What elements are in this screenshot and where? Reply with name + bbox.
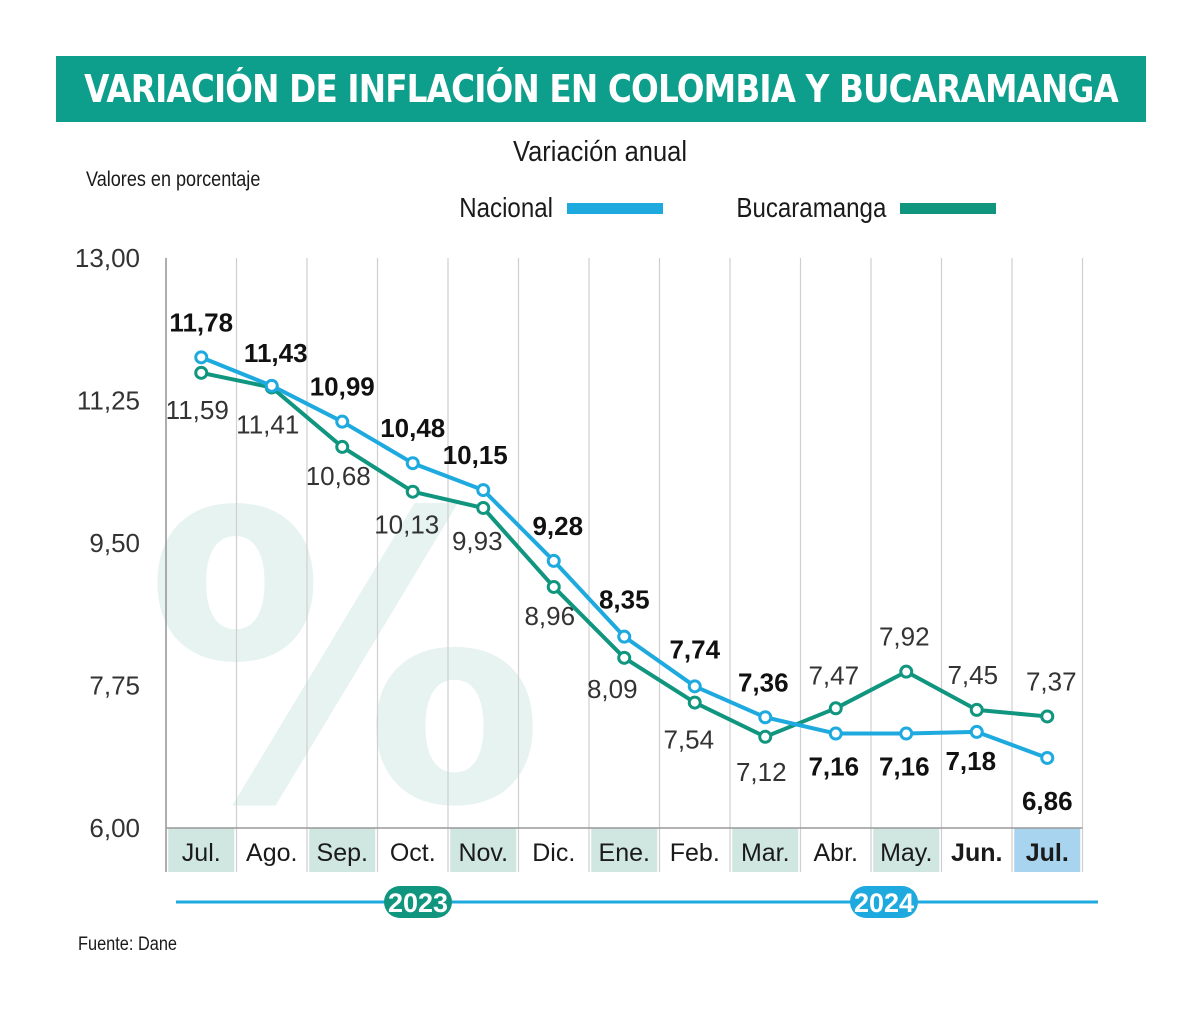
legend-bucaramanga: Bucaramanga	[712, 192, 997, 224]
nacional-point	[969, 724, 984, 739]
nacional-point	[687, 679, 702, 694]
month-label: Mar.	[741, 839, 790, 867]
month-label: Oct.	[390, 839, 436, 867]
bucaramanga-point	[758, 729, 773, 744]
nacional-point	[194, 350, 209, 365]
bucaramanga-data-label: 8,09	[587, 674, 638, 704]
bucaramanga-data-label: 7,37	[1026, 666, 1077, 696]
bucaramanga-point	[546, 579, 561, 594]
percent-watermark: %	[145, 430, 546, 895]
nacional-data-label: 10,48	[380, 413, 445, 443]
bucaramanga-point	[335, 439, 350, 454]
bucaramanga-point	[617, 650, 632, 665]
month-label: Nov.	[458, 839, 508, 867]
nacional-data-label: 8,35	[599, 585, 650, 615]
nacional-point	[546, 553, 561, 568]
y-tick-label: 11,25	[77, 386, 140, 416]
nacional-data-label: 7,16	[879, 752, 930, 782]
nacional-data-label: 7,36	[738, 667, 789, 697]
nacional-point	[828, 726, 843, 741]
month-label: Feb.	[670, 839, 720, 867]
y-axis-label: Valores en porcentaje	[86, 168, 261, 191]
month-band	[732, 828, 799, 872]
bucaramanga-point	[405, 484, 420, 499]
y-tick-label: 9,50	[89, 528, 140, 558]
y-tick-label: 6,00	[89, 813, 140, 843]
nacional-data-label: 7,16	[808, 752, 859, 782]
month-label: Sep.	[317, 839, 368, 867]
nacional-point	[264, 378, 279, 393]
bucaramanga-data-label: 9,93	[452, 526, 503, 556]
bucaramanga-data-label: 7,92	[879, 622, 930, 652]
chart-title: VARIACIÓN DE INFLACIÓN EN COLOMBIA Y BUC…	[84, 67, 1119, 111]
bucaramanga-data-label: 8,96	[524, 601, 575, 631]
nacional-point	[476, 483, 491, 498]
month-band	[873, 828, 940, 872]
nacional-data-label: 10,15	[443, 440, 508, 470]
legend-nacional-label: Nacional	[459, 192, 553, 223]
month-band	[168, 828, 235, 872]
year-label: 2023	[388, 888, 448, 918]
month-band	[450, 828, 517, 872]
nacional-data-label: 9,28	[532, 511, 583, 541]
bucaramanga-point	[899, 664, 914, 679]
month-label: Jun.	[951, 839, 1002, 867]
y-tick-label: 13,00	[75, 243, 140, 273]
bucaramanga-point	[969, 702, 984, 717]
bucaramanga-data-label: 7,54	[663, 725, 714, 755]
bucaramanga-data-label: 11,41	[236, 409, 299, 439]
nacional-point	[617, 629, 632, 644]
year-pill	[850, 886, 918, 918]
bucaramanga-point	[1040, 709, 1055, 724]
bucaramanga-point	[687, 695, 702, 710]
month-label: Ago.	[246, 839, 297, 867]
legend-nacional: Nacional	[444, 192, 663, 224]
nacional-data-label: 6,86	[1022, 786, 1073, 816]
y-tick-label: 7,75	[89, 671, 140, 701]
legend-bucaramanga-label: Bucaramanga	[736, 192, 887, 223]
bucaramanga-data-label: 10,68	[306, 461, 371, 491]
bucaramanga-point	[828, 701, 843, 716]
bucaramanga-data-label: 7,47	[808, 660, 859, 690]
bucaramanga-data-label: 7,45	[947, 660, 998, 690]
bucaramanga-data-label: 7,12	[736, 757, 787, 787]
month-band	[309, 828, 376, 872]
month-label: Jul.	[1026, 839, 1069, 867]
month-label: Jul.	[182, 839, 221, 867]
bucaramanga-data-label: 11,59	[166, 395, 229, 425]
nacional-point	[758, 710, 773, 725]
title-banner: VARIACIÓN DE INFLACIÓN EN COLOMBIA Y BUC…	[56, 56, 1146, 122]
month-label: Abr.	[814, 839, 858, 867]
month-band	[1014, 828, 1081, 872]
bucaramanga-point	[194, 365, 209, 380]
bucaramanga-data-label: 10,13	[374, 510, 439, 540]
nacional-point	[335, 414, 350, 429]
nacional-data-label: 7,18	[945, 746, 996, 776]
nacional-point	[1040, 750, 1055, 765]
nacional-data-label: 11,78	[169, 307, 233, 337]
month-label: Dic.	[532, 839, 575, 867]
nacional-point	[405, 456, 420, 471]
legend-bucaramanga-swatch	[900, 202, 997, 214]
month-band	[591, 828, 658, 872]
nacional-data-label: 10,99	[310, 372, 375, 402]
source-note: Fuente: Dane	[78, 934, 178, 955]
month-label: May.	[880, 839, 932, 867]
bucaramanga-point	[476, 500, 491, 515]
nacional-data-label: 11,43	[244, 338, 308, 368]
month-label: Ene.	[599, 839, 650, 867]
year-pill	[384, 886, 452, 918]
legend-nacional-swatch	[566, 202, 663, 214]
year-label: 2024	[854, 888, 914, 918]
nacional-data-label: 7,74	[669, 634, 720, 664]
nacional-point	[899, 726, 914, 741]
chart-subtitle: Variación anual	[512, 136, 688, 168]
